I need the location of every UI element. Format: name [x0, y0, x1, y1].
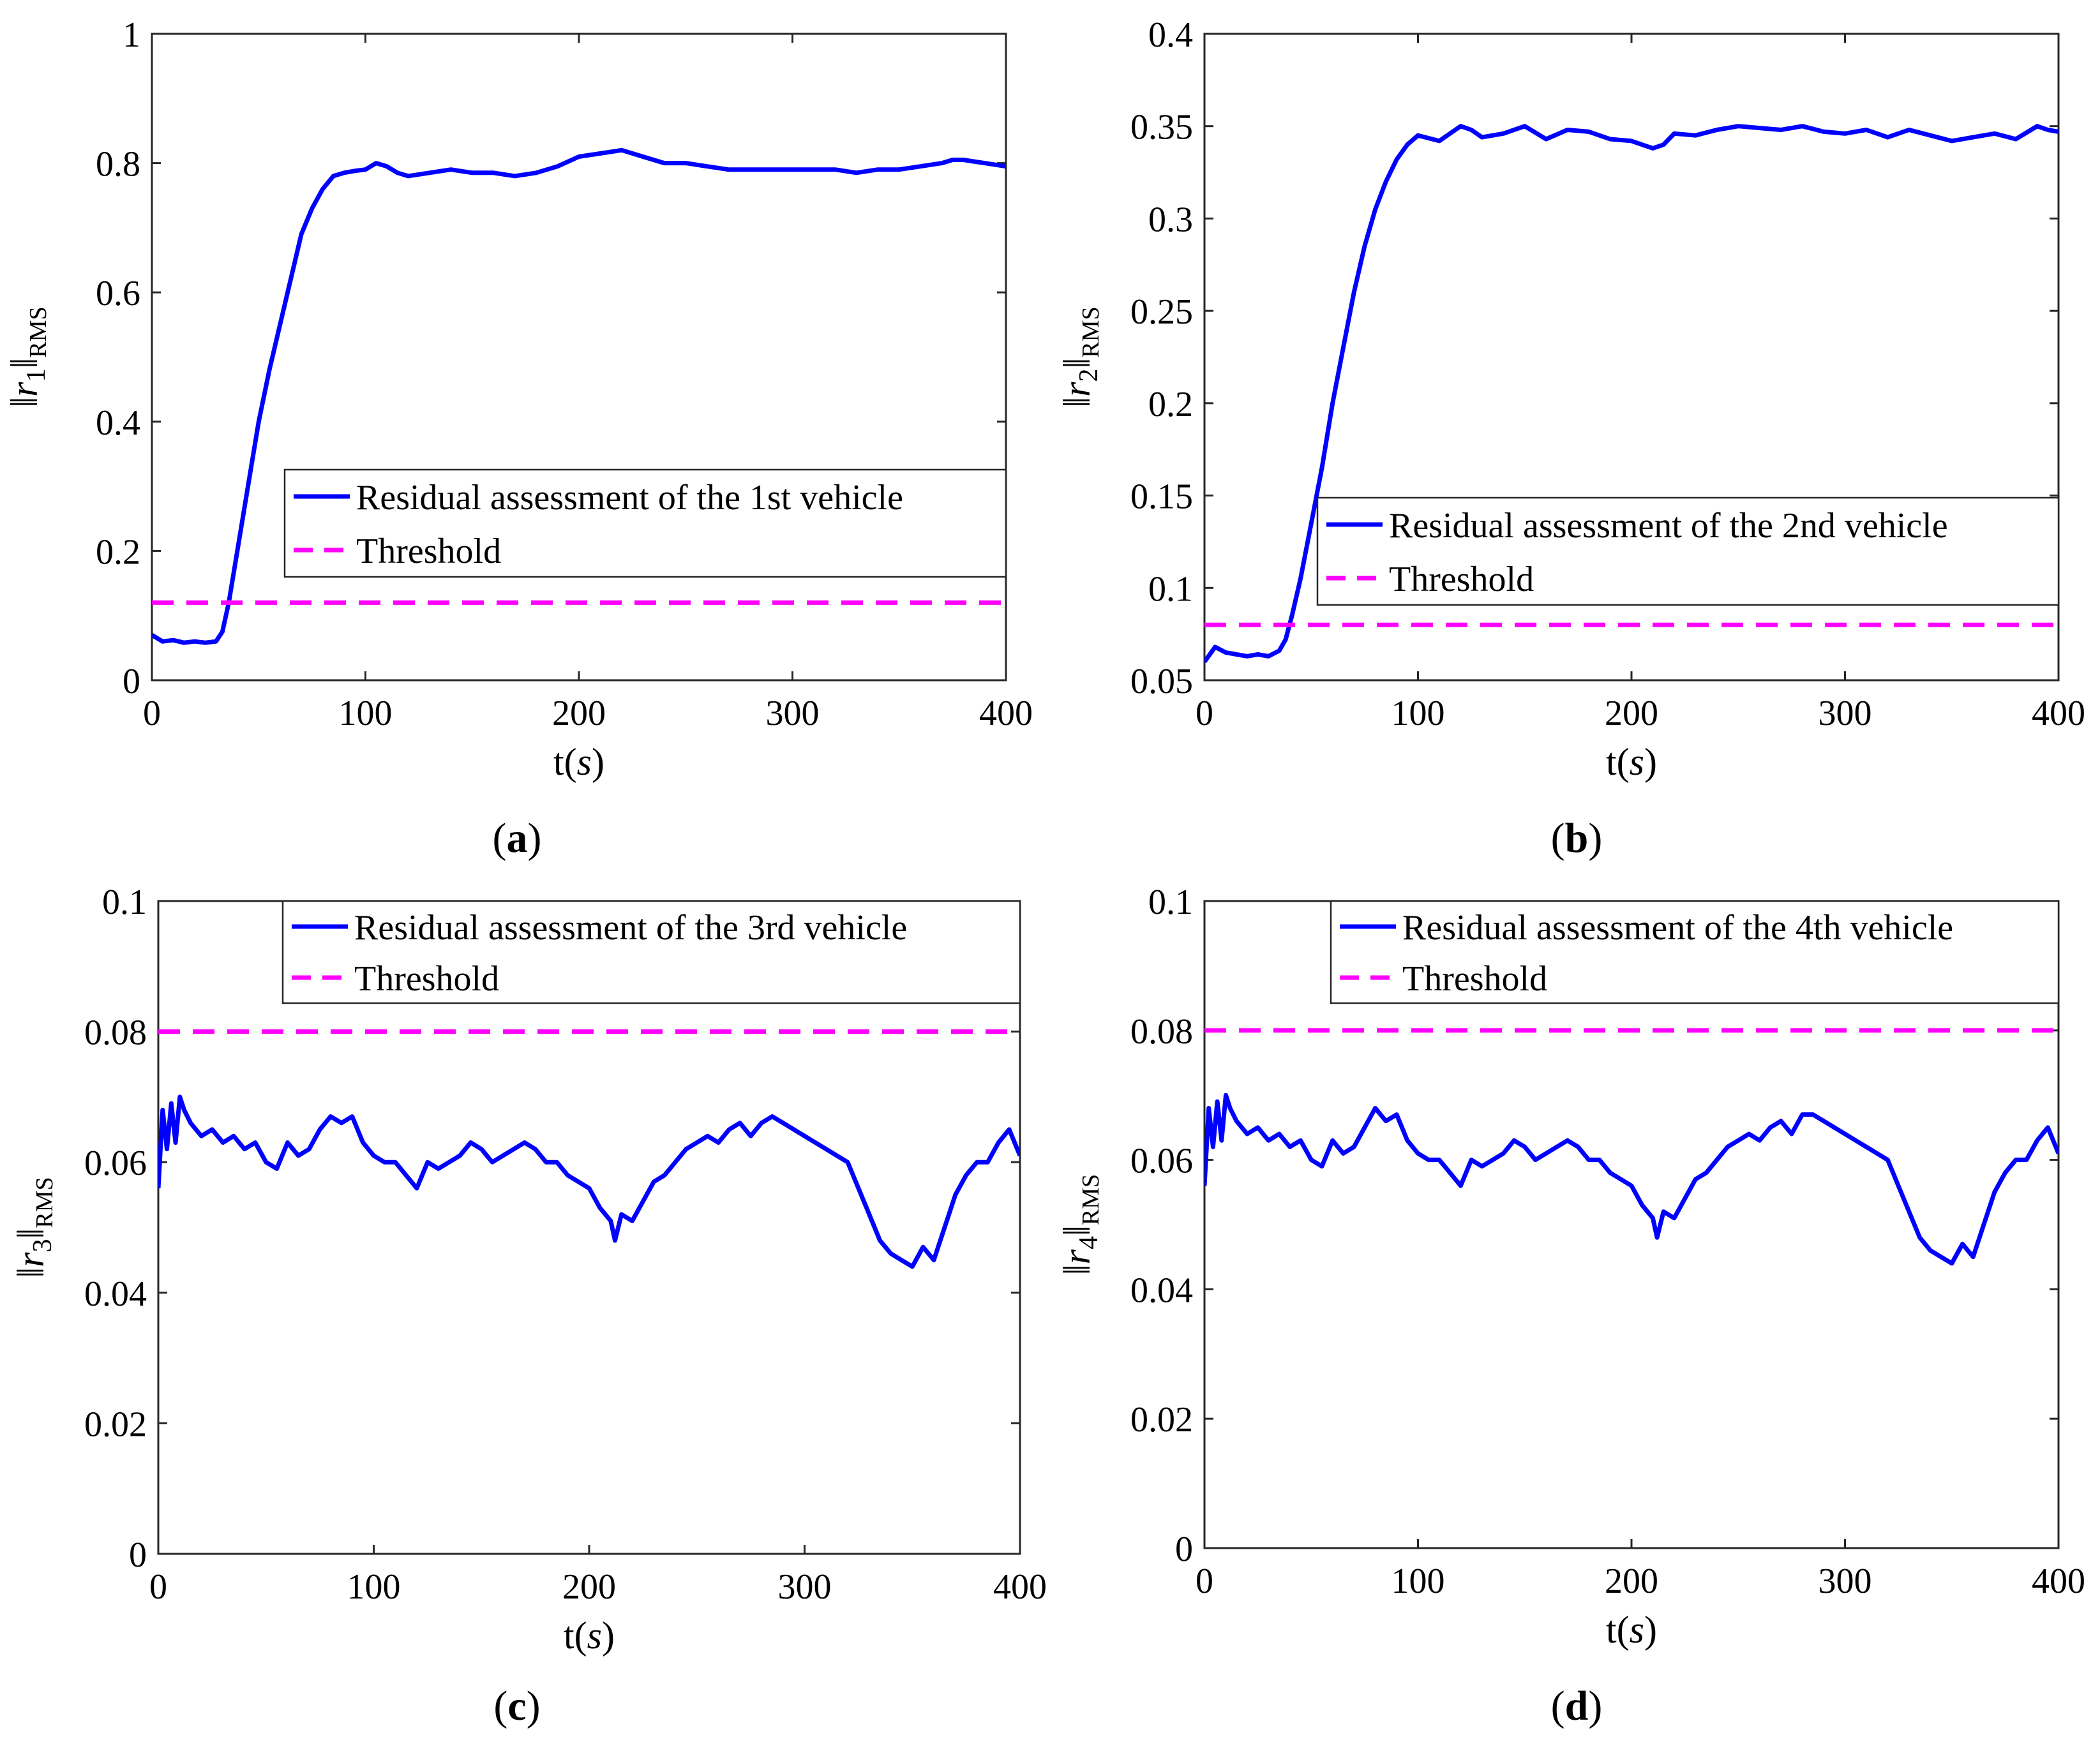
- y-axis-label: ‖r2‖RMS: [1056, 306, 1104, 407]
- legend: Residual assessment of the 1st vehicle Th…: [283, 468, 1007, 578]
- legend-frame: [1316, 496, 2060, 606]
- x-axis-label: t(s): [564, 1614, 615, 1657]
- plot-area-frame: [151, 33, 1007, 682]
- legend-frame: [1330, 900, 2060, 1004]
- y-tick-label: 0.06: [84, 1144, 147, 1183]
- y-tick-label: 0.4: [96, 403, 140, 443]
- chart-panel-c: 0 100 200 300 400 0 0.02 0.04 0.06 0.08 0.1 Residua…: [10, 883, 1047, 1729]
- y-axis-label: ‖r4‖RMS: [1056, 1174, 1104, 1275]
- x-axis-label: t(s): [1606, 741, 1657, 783]
- y-tick-label: 0.05: [1130, 662, 1193, 701]
- legend: Residual assessment of the 3rd vehicle Th…: [281, 900, 1021, 1004]
- x-tick-label: 300: [1819, 694, 1872, 733]
- y-tick-label: 0: [123, 662, 140, 701]
- x-tick-label: 200: [552, 694, 606, 733]
- panel-label: (b): [1551, 815, 1603, 861]
- y-tick-label: 0.2: [96, 532, 140, 572]
- residual-series-line: [158, 1094, 1020, 1269]
- panel-label: (a): [493, 815, 542, 861]
- chart-panel-d: 0 100 200 300 400 0 0.02 0.04 0.06 0.08 0.1 Residua…: [1056, 883, 2085, 1729]
- legend-entry-label: Residual assessment of the 4th vehicle: [1402, 908, 1953, 948]
- legend-entry-label: Residual assessment of the 2nd vehicle: [1389, 506, 1948, 546]
- x-tick-label: 0: [143, 694, 161, 733]
- y-axis-label: ‖r3‖RMS: [10, 1177, 58, 1278]
- y-tick-label: 0.8: [96, 145, 140, 184]
- legend-entry-label: Residual assessment of the 1st vehicle: [356, 478, 903, 518]
- x-tick-label: 100: [1391, 694, 1445, 733]
- legend-entry-label: Residual assessment of the 3rd vehicle: [354, 908, 907, 948]
- legend: Residual assessment of the 2nd vehicle Th…: [1316, 496, 2060, 606]
- panel-label: (d): [1551, 1683, 1603, 1729]
- x-tick-label: 200: [1605, 1561, 1658, 1601]
- residual-series-line: [1204, 1092, 2059, 1266]
- x-tick-label: 400: [2032, 694, 2085, 733]
- y-tick-label: 0.08: [1130, 1012, 1193, 1052]
- legend-entry-label: Threshold: [1402, 959, 1547, 999]
- x-tick-label: 0: [1196, 694, 1213, 733]
- legend-frame: [283, 468, 1007, 578]
- y-tick-label: 0.1: [1148, 883, 1193, 922]
- y-tick-label: 0.25: [1130, 292, 1193, 332]
- y-tick-label: 0.1: [1148, 569, 1193, 609]
- residual-series-line: [152, 147, 1006, 645]
- y-tick-label: 0.2: [1148, 385, 1193, 424]
- y-tick-label: 1: [123, 15, 140, 55]
- x-tick-label: 100: [347, 1567, 401, 1607]
- y-tick-label: 0: [1175, 1530, 1193, 1569]
- panel-label: (c): [493, 1683, 540, 1729]
- chart-panel-b: 0 100 200 300 400 0.05 0.1 0.15 0.2 0.25 0.3 0.35 0.…: [1056, 15, 2085, 861]
- x-tick-label: 200: [1605, 694, 1658, 733]
- y-tick-label: 0.15: [1130, 477, 1193, 517]
- x-tick-label: 300: [778, 1567, 832, 1607]
- y-tick-label: 0.06: [1130, 1142, 1193, 1181]
- y-tick-label: 0.02: [1130, 1400, 1193, 1440]
- x-tick-label: 400: [2032, 1561, 2085, 1601]
- x-tick-label: 300: [766, 694, 820, 733]
- y-tick-label: 0: [129, 1535, 147, 1575]
- legend-entry-label: Threshold: [1389, 560, 1534, 599]
- legend-entry-label: Threshold: [356, 532, 501, 571]
- y-axis-label: ‖r1‖RMS: [3, 306, 52, 407]
- y-tick-label: 0.02: [84, 1405, 147, 1444]
- legend-frame: [281, 900, 1021, 1004]
- y-tick-label: 0.3: [1148, 200, 1193, 239]
- y-tick-label: 0.6: [96, 274, 140, 313]
- x-tick-label: 0: [1196, 1561, 1213, 1601]
- y-tick-label: 0.04: [1130, 1271, 1193, 1310]
- x-tick-label: 400: [979, 694, 1033, 733]
- chart-panel-a: 0 100 200 300 400 0 0.2 0.4 0.6 0.8 1 Residual asse…: [3, 15, 1033, 861]
- x-tick-label: 200: [562, 1567, 616, 1607]
- x-tick-label: 100: [1391, 1561, 1445, 1601]
- y-tick-label: 0.4: [1148, 15, 1193, 55]
- residual-series-line: [1204, 124, 2059, 664]
- x-tick-label: 300: [1819, 1561, 1872, 1601]
- x-axis-label: t(s): [553, 741, 604, 783]
- y-tick-label: 0.1: [102, 883, 147, 922]
- x-tick-label: 100: [339, 694, 393, 733]
- x-axis-label: t(s): [1606, 1609, 1657, 1651]
- y-tick-label: 0.08: [84, 1013, 147, 1053]
- x-tick-label: 400: [993, 1567, 1047, 1607]
- x-tick-label: 0: [149, 1567, 167, 1607]
- y-tick-label: 0.04: [84, 1274, 147, 1314]
- legend: Residual assessment of the 4th vehicle Th…: [1330, 900, 2060, 1004]
- legend-entry-label: Threshold: [354, 959, 499, 999]
- y-tick-label: 0.35: [1130, 108, 1193, 147]
